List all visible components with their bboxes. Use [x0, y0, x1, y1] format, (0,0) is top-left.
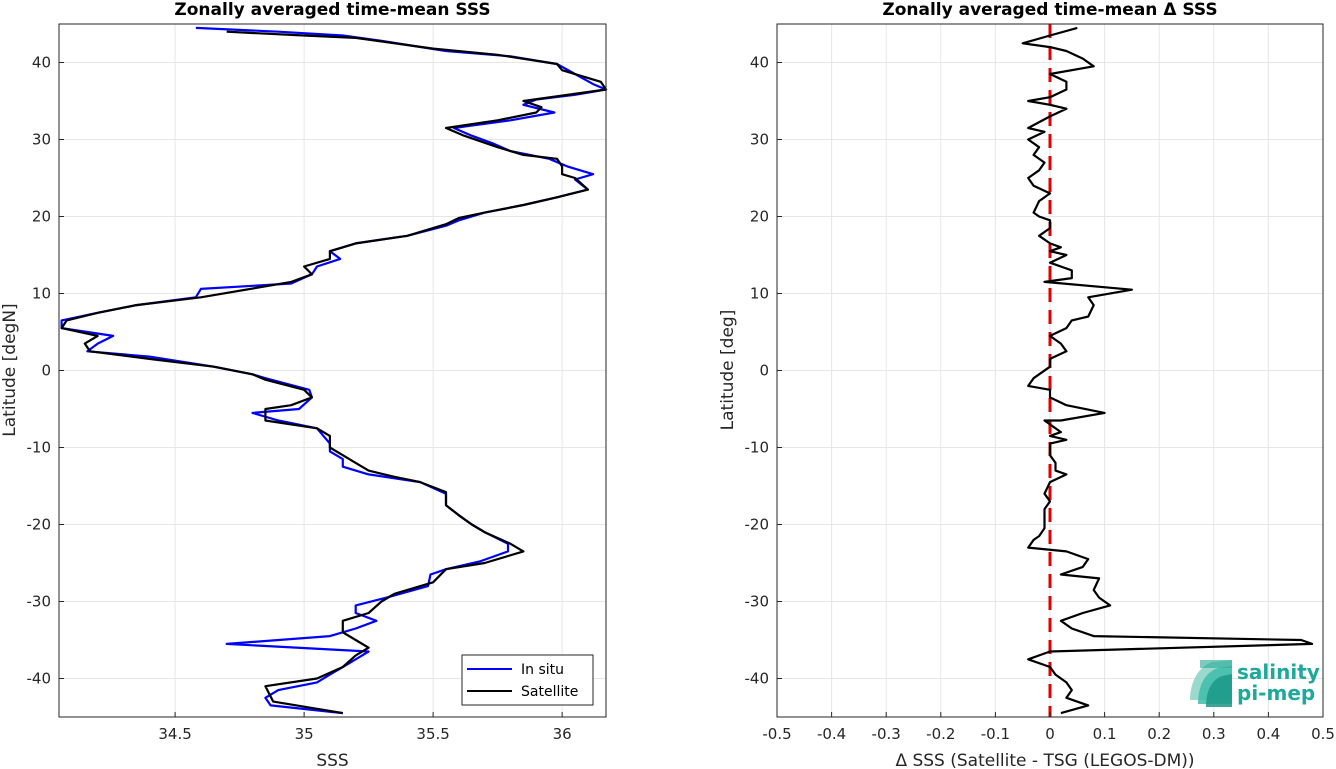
- right-x-tick-label: -0.3: [872, 725, 901, 743]
- legend: In situ Satellite: [461, 654, 594, 706]
- left-y-tick-label: 0: [41, 362, 51, 380]
- right-y-tick-label: -30: [745, 593, 770, 611]
- left-y-tick-label: 20: [32, 208, 51, 226]
- right-x-tick-label: -0.4: [817, 725, 846, 743]
- right-chart-title: Zonally averaged time-mean Δ SSS: [882, 0, 1217, 20]
- right-series-line-series-0: [1021, 26, 1314, 715]
- logo-text-pimep: pi-mep: [1237, 681, 1315, 705]
- left-series-line-satellite: [60, 30, 608, 715]
- left-y-tick-label: 30: [32, 131, 51, 149]
- left-series-group: [60, 26, 608, 715]
- left-series-line-in-situ: [60, 26, 608, 715]
- right-x-tick-label: 0.4: [1256, 725, 1280, 743]
- right-y-tick-label: -20: [745, 516, 770, 534]
- right-panel: -0.5 -0.4 -0.3 -0.2 -0.1 0 0.1 0.2 0.3 0.4 0.5 -40 -…: [718, 0, 1335, 769]
- right-x-tick-label: 0: [1045, 725, 1055, 743]
- left-x-axis-label: SSS: [316, 751, 348, 769]
- legend-label-in-situ: In situ: [521, 662, 564, 678]
- logo-waves-icon: [1190, 660, 1232, 707]
- right-x-tick-label: 0.3: [1202, 725, 1226, 743]
- left-panel: 34.5 35 35.5 36 -40 -30 -20 -10 0 10 20 30 40 Zonall…: [0, 0, 608, 769]
- right-y-tick-label: 0: [759, 362, 769, 380]
- right-x-tick-label: -0.1: [981, 725, 1010, 743]
- logo-text-salinity: salinity: [1237, 660, 1320, 684]
- left-chart-title: Zonally averaged time-mean SSS: [174, 0, 490, 20]
- right-ticks: -0.5 -0.4 -0.3 -0.2 -0.1 0 0.1 0.2 0.3 0.4 0.5 -40 -…: [745, 54, 1335, 744]
- right-x-tick-label: 0.5: [1311, 725, 1335, 743]
- salinity-pimep-logo: salinity pi-mep: [1190, 660, 1320, 707]
- left-x-tick-label: 36: [553, 725, 572, 743]
- right-y-tick-label: 40: [750, 54, 769, 72]
- left-x-tick-label: 35: [295, 725, 314, 743]
- left-y-tick-label: -30: [27, 593, 52, 611]
- left-y-tick-label: -20: [27, 516, 52, 534]
- right-y-axis-label: Latitude [deg]: [718, 310, 738, 431]
- right-x-tick-label: -0.5: [762, 725, 791, 743]
- legend-label-satellite: Satellite: [521, 684, 578, 700]
- left-ticks: 34.5 35 35.5 36 -40 -30 -20 -10 0 10 20 30 40: [27, 54, 572, 744]
- left-y-axis-label: Latitude [degN]: [0, 303, 20, 436]
- left-y-tick-label: -40: [27, 670, 52, 688]
- right-series-group: [1021, 24, 1314, 717]
- right-y-tick-label: -10: [745, 439, 770, 457]
- left-y-tick-label: 40: [32, 54, 51, 72]
- right-y-tick-label: 10: [750, 285, 769, 303]
- right-x-tick-label: 0.1: [1093, 725, 1117, 743]
- right-x-tick-label: 0.2: [1147, 725, 1171, 743]
- left-grid: [59, 24, 606, 717]
- legend-box: [461, 654, 594, 706]
- right-x-axis-label: Δ SSS (Satellite - TSG (LEGOS-DM)): [895, 751, 1194, 769]
- left-x-tick-label: 34.5: [158, 725, 191, 743]
- left-y-tick-label: 10: [32, 285, 51, 303]
- right-y-tick-label: 30: [750, 131, 769, 149]
- left-x-tick-label: 35.5: [416, 725, 449, 743]
- right-y-tick-label: 20: [750, 208, 769, 226]
- right-y-tick-label: -40: [745, 670, 770, 688]
- left-y-tick-label: -10: [27, 439, 52, 457]
- right-x-tick-label: -0.2: [926, 725, 955, 743]
